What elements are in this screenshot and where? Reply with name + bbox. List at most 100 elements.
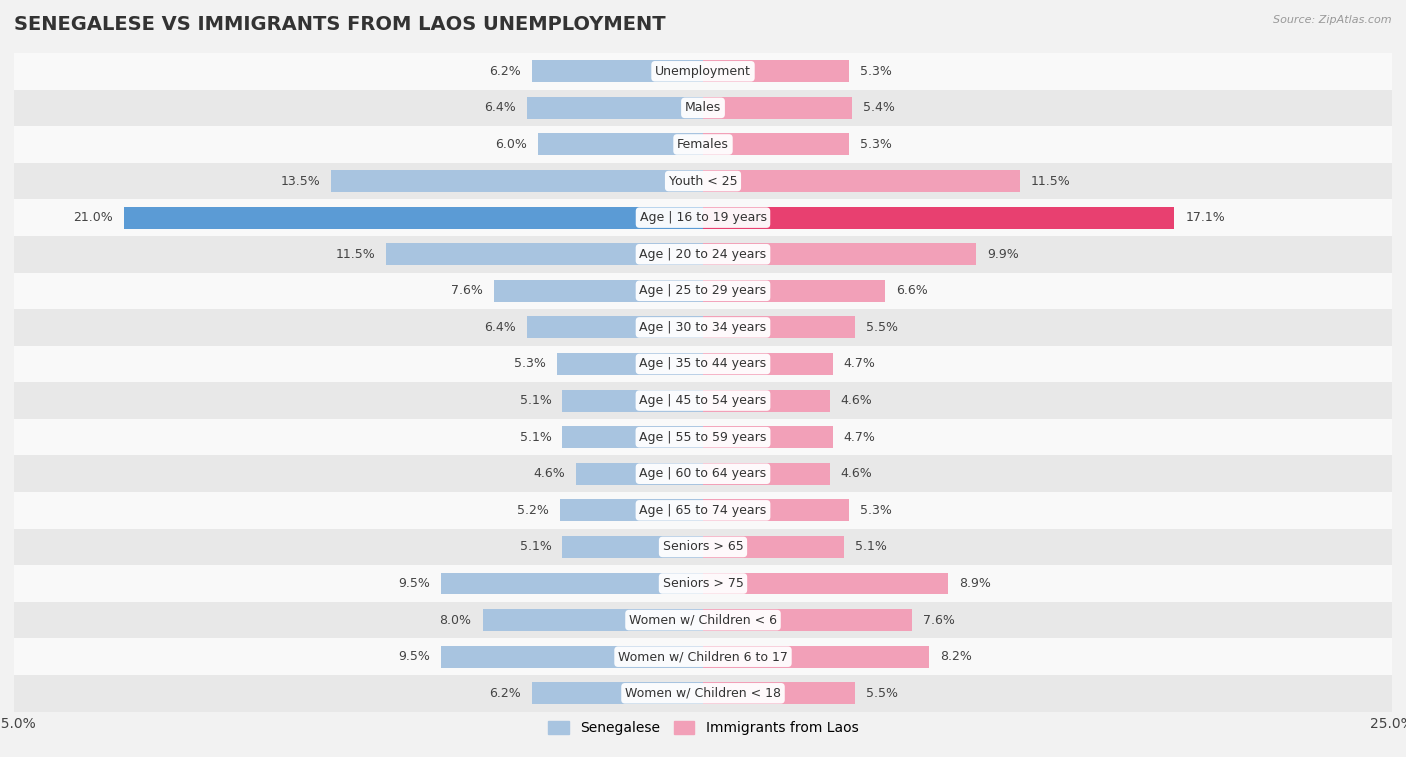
Bar [703,207,1174,229]
Text: 9.5%: 9.5% [398,650,430,663]
Text: 5.2%: 5.2% [517,504,548,517]
Bar [14,382,1392,419]
Text: 6.2%: 6.2% [489,687,522,699]
Bar [14,419,1392,456]
Bar [14,89,1392,126]
Bar [531,61,703,83]
Bar [703,243,976,265]
Text: Age | 30 to 34 years: Age | 30 to 34 years [640,321,766,334]
Text: 6.4%: 6.4% [484,101,516,114]
Text: 5.4%: 5.4% [863,101,894,114]
Text: 4.6%: 4.6% [841,394,873,407]
Bar [14,528,1392,565]
Bar [703,97,852,119]
Text: Males: Males [685,101,721,114]
Text: 5.3%: 5.3% [860,138,891,151]
Text: Unemployment: Unemployment [655,65,751,78]
Text: 5.3%: 5.3% [515,357,546,370]
Bar [482,609,703,631]
Text: Seniors > 65: Seniors > 65 [662,540,744,553]
Text: 8.0%: 8.0% [440,614,471,627]
Bar [14,273,1392,309]
Bar [527,316,703,338]
Bar [14,236,1392,273]
Bar [703,316,855,338]
Bar [703,646,929,668]
Text: 13.5%: 13.5% [280,175,321,188]
Bar [562,426,703,448]
Bar [703,170,1019,192]
Text: 4.6%: 4.6% [841,467,873,480]
Text: 8.9%: 8.9% [959,577,991,590]
Text: 5.5%: 5.5% [866,687,897,699]
Bar [330,170,703,192]
Text: Women w/ Children < 18: Women w/ Children < 18 [626,687,780,699]
Text: 4.7%: 4.7% [844,357,876,370]
Text: 6.2%: 6.2% [489,65,522,78]
Bar [576,463,703,484]
Text: Source: ZipAtlas.com: Source: ZipAtlas.com [1274,15,1392,25]
Text: 11.5%: 11.5% [335,248,375,260]
Text: 9.9%: 9.9% [987,248,1018,260]
Text: Age | 55 to 59 years: Age | 55 to 59 years [640,431,766,444]
Text: Age | 60 to 64 years: Age | 60 to 64 years [640,467,766,480]
Text: 5.1%: 5.1% [520,540,551,553]
Text: 9.5%: 9.5% [398,577,430,590]
Text: 8.2%: 8.2% [941,650,972,663]
Bar [527,97,703,119]
Text: Age | 35 to 44 years: Age | 35 to 44 years [640,357,766,370]
Bar [14,163,1392,199]
Text: Women w/ Children 6 to 17: Women w/ Children 6 to 17 [619,650,787,663]
Bar [703,133,849,155]
Bar [703,536,844,558]
Bar [14,638,1392,675]
Text: 5.1%: 5.1% [520,394,551,407]
Bar [562,390,703,412]
Bar [703,61,849,83]
Text: 6.0%: 6.0% [495,138,527,151]
Bar [703,353,832,375]
Bar [531,682,703,704]
Text: Women w/ Children < 6: Women w/ Children < 6 [628,614,778,627]
Bar [14,492,1392,528]
Bar [14,199,1392,236]
Text: Seniors > 75: Seniors > 75 [662,577,744,590]
Bar [14,602,1392,638]
Bar [560,500,703,522]
Bar [14,126,1392,163]
Text: 5.1%: 5.1% [520,431,551,444]
Bar [14,53,1392,89]
Bar [562,536,703,558]
Bar [703,572,948,594]
Bar [537,133,703,155]
Text: 7.6%: 7.6% [451,285,482,298]
Text: Age | 45 to 54 years: Age | 45 to 54 years [640,394,766,407]
Bar [703,463,830,484]
Text: 17.1%: 17.1% [1185,211,1225,224]
Text: 5.1%: 5.1% [855,540,886,553]
Bar [703,280,884,302]
Bar [703,500,849,522]
Text: Age | 25 to 29 years: Age | 25 to 29 years [640,285,766,298]
Text: Age | 65 to 74 years: Age | 65 to 74 years [640,504,766,517]
Text: 5.3%: 5.3% [860,504,891,517]
Bar [124,207,703,229]
Text: 4.7%: 4.7% [844,431,876,444]
Text: Age | 20 to 24 years: Age | 20 to 24 years [640,248,766,260]
Text: Age | 16 to 19 years: Age | 16 to 19 years [640,211,766,224]
Text: Youth < 25: Youth < 25 [669,175,737,188]
Legend: Senegalese, Immigrants from Laos: Senegalese, Immigrants from Laos [543,716,863,741]
Bar [14,565,1392,602]
Bar [703,426,832,448]
Bar [14,456,1392,492]
Bar [557,353,703,375]
Text: 6.6%: 6.6% [896,285,928,298]
Bar [387,243,703,265]
Text: SENEGALESE VS IMMIGRANTS FROM LAOS UNEMPLOYMENT: SENEGALESE VS IMMIGRANTS FROM LAOS UNEMP… [14,15,665,34]
Bar [703,390,830,412]
Text: 6.4%: 6.4% [484,321,516,334]
Bar [441,646,703,668]
Bar [441,572,703,594]
Text: 5.3%: 5.3% [860,65,891,78]
Bar [703,682,855,704]
